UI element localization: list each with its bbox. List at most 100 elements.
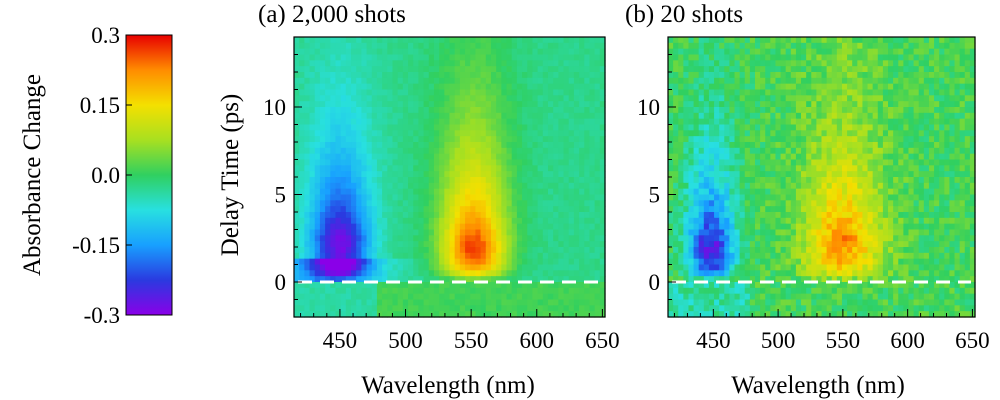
heatmap-cell [366, 83, 373, 91]
heatmap-cell [340, 235, 347, 242]
heatmap-cell [568, 124, 575, 131]
heatmap-cell [903, 130, 910, 137]
heatmap-cell [703, 130, 710, 137]
heatmap-cell [714, 147, 720, 155]
heatmap-cell [319, 130, 326, 137]
heatmap-cell [516, 235, 523, 242]
heatmap-cell [867, 206, 874, 213]
heatmap-cell [913, 48, 920, 56]
heatmap-cell [413, 293, 419, 301]
heatmap-cell [475, 276, 482, 283]
heatmap-cell [387, 276, 394, 283]
heatmap-cell [594, 264, 601, 271]
heatmap-cell [765, 107, 771, 114]
heatmap-cell [872, 217, 879, 225]
heatmap-cell [934, 212, 940, 219]
heatmap-cell [444, 165, 451, 172]
heatmap-cell [506, 77, 513, 85]
heatmap-cell [857, 212, 864, 219]
heatmap-cell [371, 258, 378, 266]
heatmap-cell [547, 107, 554, 114]
heatmap-cell [928, 142, 935, 149]
heatmap-cell [826, 54, 833, 61]
heatmap-cell [340, 37, 347, 44]
heatmap-cell [532, 153, 539, 161]
heatmap-cell [811, 229, 817, 236]
heatmap-cell [918, 124, 925, 131]
heatmap-cell [760, 212, 766, 219]
heatmap-cell [678, 177, 684, 184]
heatmap-cell [371, 235, 378, 242]
heatmap-cell [724, 77, 730, 85]
heatmap-cell [678, 147, 684, 155]
heatmap-cell [366, 241, 373, 248]
heatmap-cell [330, 212, 337, 219]
heatmap-cell [847, 153, 853, 161]
heatmap-cell [516, 72, 523, 79]
heatmap-cell [459, 136, 466, 143]
heatmap-cell [558, 311, 565, 318]
heatmap-cell [558, 48, 565, 56]
heatmap-cell [729, 54, 736, 61]
heatmap-cell [816, 130, 823, 137]
heatmap-cell [964, 188, 971, 196]
heatmap-cell [304, 107, 311, 114]
heatmap-cell [801, 217, 807, 225]
heatmap-cell [790, 182, 797, 190]
heatmap-cell [516, 37, 523, 44]
heatmap-cell [698, 72, 705, 79]
heatmap-cell [867, 48, 874, 56]
heatmap-cell [345, 101, 352, 108]
heatmap-cell [739, 142, 746, 149]
heatmap-cell [888, 200, 894, 207]
heatmap-cell [418, 142, 425, 149]
heatmap-cell [314, 95, 321, 102]
heatmap-cell [683, 142, 690, 149]
heatmap-cell [806, 142, 812, 149]
heatmap-cell [402, 194, 409, 201]
heatmap-cell [579, 130, 585, 137]
heatmap-cell [485, 235, 492, 242]
heatmap-cell [678, 136, 684, 143]
heatmap-cell [821, 130, 828, 137]
heatmap-cell [573, 42, 580, 50]
heatmap-cell [780, 206, 787, 213]
heatmap-cell [698, 165, 705, 172]
heatmap-cell [470, 311, 477, 318]
heatmap-cell [335, 37, 342, 44]
heatmap-cell [345, 54, 352, 61]
heatmap-cell [299, 83, 305, 91]
heatmap-cell [882, 223, 889, 231]
heatmap-cell [563, 118, 570, 126]
heatmap-cell [506, 258, 513, 266]
heatmap-cell [795, 77, 802, 85]
heatmap-cell [795, 229, 802, 236]
heatmap-cell [790, 212, 797, 219]
heatmap-cell [387, 95, 394, 102]
heatmap-cell [542, 153, 549, 161]
heatmap-cell [330, 112, 337, 120]
heatmap-cell [949, 142, 956, 149]
heatmap-cell [408, 270, 414, 277]
heatmap-cell [928, 37, 935, 44]
heatmap-cell [698, 77, 705, 85]
heatmap-cell [511, 54, 518, 61]
heatmap-cell [542, 177, 549, 184]
heatmap-cell [527, 107, 534, 114]
heatmap-cell [719, 107, 725, 114]
heatmap-cell [382, 118, 388, 126]
heatmap-cell [806, 48, 812, 56]
heatmap-cell [361, 66, 368, 73]
heatmap-cell [719, 147, 725, 155]
heatmap-cell [836, 142, 843, 149]
heatmap-cell [444, 264, 451, 271]
heatmap-cell [806, 37, 812, 44]
heatmap-cell [532, 112, 539, 120]
heatmap-cell [558, 212, 565, 219]
heatmap-cell [522, 147, 528, 155]
heatmap-cell [433, 200, 440, 207]
heatmap-cell [522, 217, 528, 225]
heatmap-cell [340, 60, 347, 67]
heatmap-cell [428, 89, 435, 96]
heatmap-cell [532, 83, 539, 91]
